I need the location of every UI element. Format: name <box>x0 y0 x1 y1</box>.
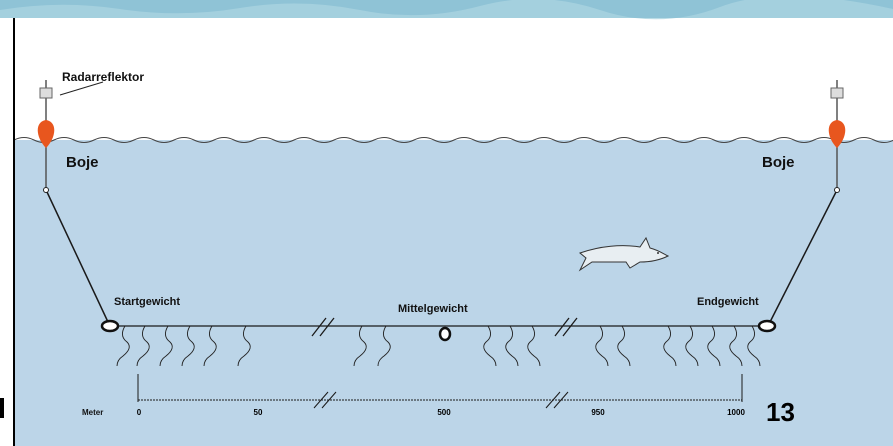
left-edge-mark <box>0 398 4 418</box>
scale-tick-label: 0 <box>136 408 142 417</box>
mid-weight-icon <box>438 326 452 342</box>
radar-reflector-icon-left <box>39 87 53 99</box>
line-break-mark-2 <box>554 317 578 337</box>
radar-reflector-icon-right <box>830 87 844 99</box>
scale-tick-label: 950 <box>591 408 605 417</box>
scale-unit-label: Meter <box>82 408 104 417</box>
buoy-icon-right <box>828 120 846 148</box>
scale-bar <box>137 374 743 409</box>
buoy-label-right: Boje <box>762 154 795 171</box>
buoy-label-left: Boje <box>66 154 99 171</box>
mid-weight-label: Mittelgewicht <box>398 303 468 315</box>
water-body <box>14 140 893 446</box>
end-weight-icon <box>757 319 777 333</box>
start-weight-label: Startgewicht <box>114 296 181 308</box>
end-weight-label: Endgewicht <box>697 296 759 308</box>
start-weight-icon <box>100 319 120 333</box>
water-surface <box>13 137 893 143</box>
scale-tick-label: 1000 <box>727 408 745 417</box>
line-break-mark-1 <box>311 317 335 337</box>
radar-reflector-label: Radarreflektor <box>62 70 145 84</box>
right-anchor-line <box>769 191 837 323</box>
radar-pointer <box>59 81 104 96</box>
scale-tick-label: 50 <box>253 408 263 417</box>
hook-group <box>116 325 761 367</box>
left-anchor-line <box>46 191 109 323</box>
shark-icon <box>578 236 670 272</box>
right-buoy <box>828 80 846 193</box>
header-waves <box>0 0 893 20</box>
buoy-icon-left <box>37 120 55 148</box>
scale-tick-label: 500 <box>437 408 451 417</box>
page-number: 13 <box>766 397 795 427</box>
left-buoy <box>37 80 55 193</box>
